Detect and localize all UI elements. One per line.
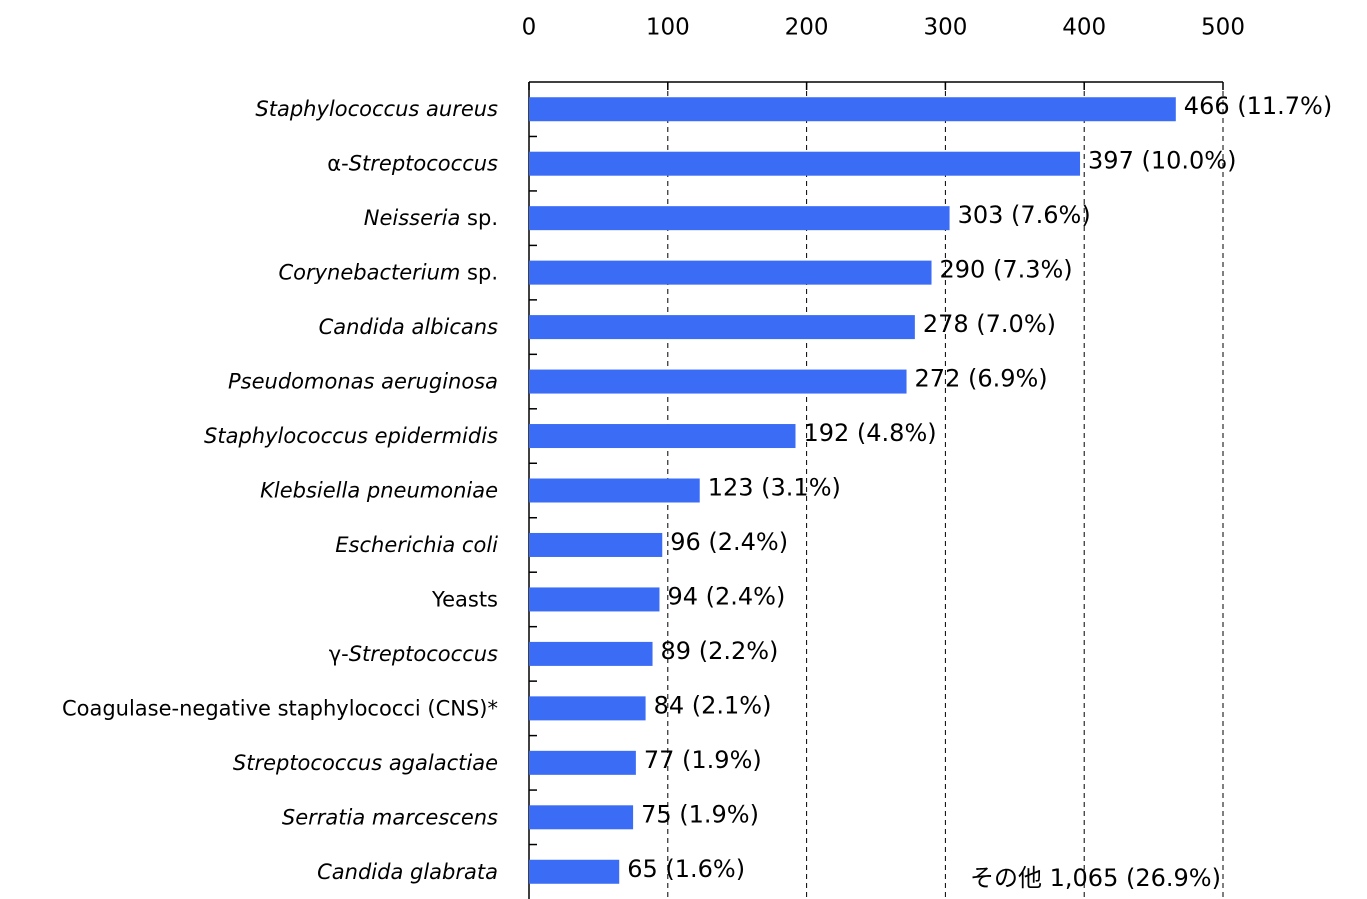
data-label: 75 (1.9%) <box>641 800 759 828</box>
bar <box>529 532 663 557</box>
bar <box>529 151 1081 176</box>
x-tick-label: 100 <box>646 15 690 41</box>
data-label: 94 (2.4%) <box>667 582 785 610</box>
label-part: Candida glabrata <box>317 860 498 884</box>
data-label: 192 (4.8%) <box>803 419 936 447</box>
x-tick-label: 200 <box>785 15 829 41</box>
x-tick-label: 0 <box>522 15 537 41</box>
label-part: Klebsiella pneumoniae <box>260 479 498 503</box>
label-part: Coagulase-negative staphylococci (CNS)* <box>62 696 498 720</box>
label-part: γ- <box>329 642 349 666</box>
label-part: Candida albicans <box>319 315 498 339</box>
annotation: その他 1,065 (26.9%) <box>970 864 1221 892</box>
bar <box>529 641 653 666</box>
y-tick-label: Escherichia coli <box>335 533 498 557</box>
y-tick-label: γ-Streptococcus <box>329 642 498 666</box>
label-part: Corynebacterium <box>278 261 460 285</box>
bar <box>529 478 700 503</box>
label-part: Pseudomonas aeruginosa <box>228 370 498 394</box>
label-part: α- <box>327 152 348 176</box>
data-label: 96 (2.4%) <box>670 528 788 556</box>
y-tick-label: Coagulase-negative staphylococci (CNS)* <box>62 696 498 720</box>
x-tick-label: 300 <box>923 15 967 41</box>
data-label: 397 (10.0%) <box>1088 147 1236 175</box>
label-part: Streptococcus agalactiae <box>233 751 498 775</box>
data-label: 89 (2.2%) <box>661 637 779 665</box>
y-tick-label: Streptococcus agalactiae <box>233 751 498 775</box>
y-tick-label: Serratia marcescens <box>282 805 498 829</box>
label-part: sp. <box>460 261 498 285</box>
y-tick-label: Corynebacterium sp. <box>278 261 498 285</box>
label-part: Neisseria <box>364 206 461 230</box>
data-label: 77 (1.9%) <box>644 746 762 774</box>
label-part: sp. <box>460 206 498 230</box>
bar <box>529 315 915 340</box>
bar <box>529 696 646 721</box>
y-tick-label: Candida glabrata <box>317 860 498 884</box>
bar <box>529 424 796 449</box>
data-label: 278 (7.0%) <box>923 310 1056 338</box>
data-label: 84 (2.1%) <box>654 691 772 719</box>
label-part: Staphylococcus epidermidis <box>204 424 498 448</box>
label-part: Staphylococcus aureus <box>255 97 498 121</box>
bar <box>529 750 636 775</box>
bar <box>529 369 907 394</box>
data-label: 290 (7.3%) <box>940 256 1073 284</box>
data-label: 466 (11.7%) <box>1184 92 1332 120</box>
y-tick-label: Staphylococcus aureus <box>255 97 498 121</box>
label-part: Serratia marcescens <box>282 805 498 829</box>
bar <box>529 859 620 884</box>
bar <box>529 97 1176 122</box>
bar <box>529 260 932 285</box>
y-tick-label: Klebsiella pneumoniae <box>260 479 498 503</box>
data-label: 65 (1.6%) <box>627 855 745 883</box>
y-tick-label: Candida albicans <box>319 315 498 339</box>
bar <box>529 587 660 612</box>
label-part: Yeasts <box>431 587 498 611</box>
label-part: Streptococcus <box>349 152 498 176</box>
data-label: 123 (3.1%) <box>708 474 841 502</box>
data-label: 272 (6.9%) <box>915 365 1048 393</box>
x-tick-label: 500 <box>1201 15 1245 41</box>
y-tick-label: Staphylococcus epidermidis <box>204 424 498 448</box>
label-part: Streptococcus <box>349 642 498 666</box>
bar <box>529 206 950 231</box>
y-tick-label: α-Streptococcus <box>327 152 498 176</box>
x-tick-label: 400 <box>1062 15 1106 41</box>
y-tick-label: Neisseria sp. <box>364 206 498 230</box>
data-label: 303 (7.6%) <box>958 201 1091 229</box>
label-part: Escherichia coli <box>335 533 498 557</box>
bar <box>529 805 634 830</box>
y-tick-label: Yeasts <box>431 587 498 611</box>
y-tick-label: Pseudomonas aeruginosa <box>228 370 498 394</box>
